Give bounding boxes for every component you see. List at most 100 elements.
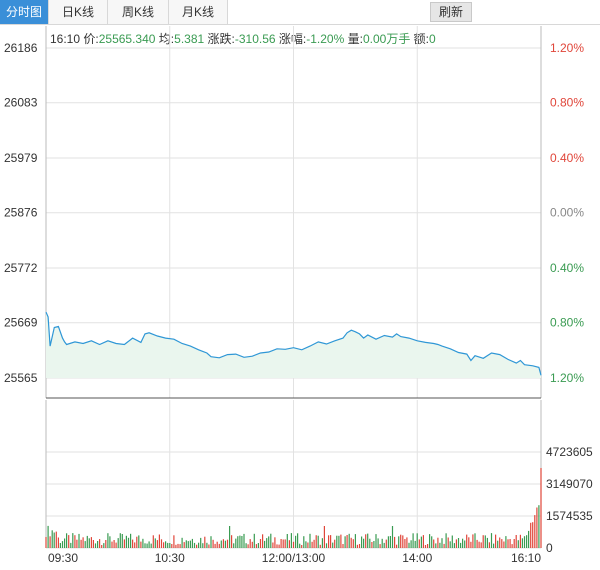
volume-bar [231, 535, 233, 548]
volume-bar [348, 533, 350, 548]
volume-bar [321, 538, 323, 548]
volume-bar [175, 544, 177, 548]
volume-bar [144, 543, 146, 548]
volume-bar [72, 533, 74, 548]
tab-monthly-k[interactable]: 月K线 [169, 0, 228, 24]
volume-bar [177, 543, 179, 548]
pct-value: -1.20% [306, 32, 345, 46]
volume-bar [97, 541, 99, 548]
quote-time: 16:10 [50, 32, 81, 46]
volume-bar [191, 538, 193, 548]
volume-bar [311, 541, 313, 548]
volume-bar [204, 536, 206, 548]
volume-bar [354, 534, 356, 548]
volume-bar [222, 539, 224, 548]
volume-bar [78, 533, 80, 548]
volume-bar [484, 535, 486, 548]
tab-weekly-k[interactable]: 周K线 [108, 0, 169, 24]
volume-bar [253, 533, 255, 548]
tab-intraday[interactable]: 分时图 [0, 0, 49, 24]
volume-bar [490, 533, 493, 548]
volume-bar [526, 535, 528, 548]
pct-tick-label: 0.40% [550, 261, 584, 275]
volume-bar [216, 541, 218, 548]
volume-bar [127, 537, 130, 548]
volume-bar [45, 537, 47, 548]
volume-bar [68, 535, 70, 548]
volume-bar [115, 542, 117, 548]
volume-bar [521, 538, 523, 548]
volume-bar [235, 538, 237, 548]
volume-bar [53, 532, 55, 548]
volume-bar [173, 535, 175, 548]
volume-bar [462, 538, 464, 548]
volume-bar [121, 534, 123, 548]
volume-bar [528, 530, 530, 548]
volume-bar [249, 539, 251, 548]
volume-bar [150, 543, 152, 548]
volume-bar [167, 542, 169, 548]
pct-label: 涨幅: [278, 32, 307, 46]
volume-bar [274, 537, 276, 548]
volume-bar [146, 543, 148, 548]
volume-bar [165, 541, 167, 548]
volume-bar [171, 544, 173, 548]
time-tick-label: 12:00/13:00 [262, 551, 326, 565]
price-tick-label: 25772 [4, 261, 38, 275]
price-value: 25565.340 [98, 32, 156, 46]
volume-bar [441, 538, 443, 548]
volume-bar [229, 526, 231, 548]
volume-bar [307, 542, 309, 548]
pct-tick-label: 0.40% [550, 151, 584, 165]
volume-bar [433, 539, 435, 548]
volume-bar [336, 535, 338, 548]
volume-tick-label: 4723605 [546, 445, 593, 459]
volume-bar [445, 533, 447, 548]
volume-bar [427, 544, 429, 548]
price-area-fill [46, 312, 541, 378]
volume-bar [367, 533, 369, 548]
volume-bar [532, 522, 534, 548]
volume-bar [148, 541, 150, 548]
volume-bar [406, 537, 408, 548]
volume-bar [158, 534, 160, 548]
volume-bar [398, 536, 400, 548]
volume-bar [66, 533, 68, 548]
volume-bar [317, 535, 319, 548]
volume-bar [474, 533, 476, 548]
tab-daily-k[interactable]: 日K线 [49, 0, 108, 24]
volume-bar [132, 539, 134, 548]
volume-bar [534, 515, 536, 548]
volume-bar [272, 542, 274, 548]
volume-bar [429, 534, 431, 548]
volume-bar [334, 539, 336, 548]
volume-bar [202, 543, 204, 548]
volume-bar [517, 540, 519, 548]
volume-bar [394, 536, 396, 548]
volume-bar [424, 545, 427, 548]
volume-bar [493, 543, 495, 548]
volume-bar [80, 539, 82, 548]
volume-bar [404, 539, 406, 548]
volume-bar [154, 538, 156, 548]
volume-bar [59, 543, 61, 548]
volume-bar [350, 537, 352, 548]
refresh-button[interactable]: 刷新 [430, 2, 472, 22]
pct-tick-label: 0.00% [550, 206, 584, 220]
pct-tick-label: 0.80% [550, 96, 584, 110]
volume-bar [505, 536, 507, 548]
volume-bar [523, 536, 526, 548]
volume-bar [134, 542, 136, 548]
volume-bar [255, 544, 257, 548]
change-label: 涨跌: [207, 32, 235, 46]
volume-bar [266, 538, 268, 548]
volume-bar [431, 536, 433, 548]
volume-bar [257, 543, 259, 548]
volume-bar [449, 541, 451, 548]
volume-bar [138, 535, 140, 548]
price-tick-label: 25979 [4, 151, 38, 165]
volume-bar [55, 531, 57, 548]
volume-bar [305, 541, 307, 548]
volume-bar [338, 535, 340, 548]
volume-bar [319, 544, 321, 548]
